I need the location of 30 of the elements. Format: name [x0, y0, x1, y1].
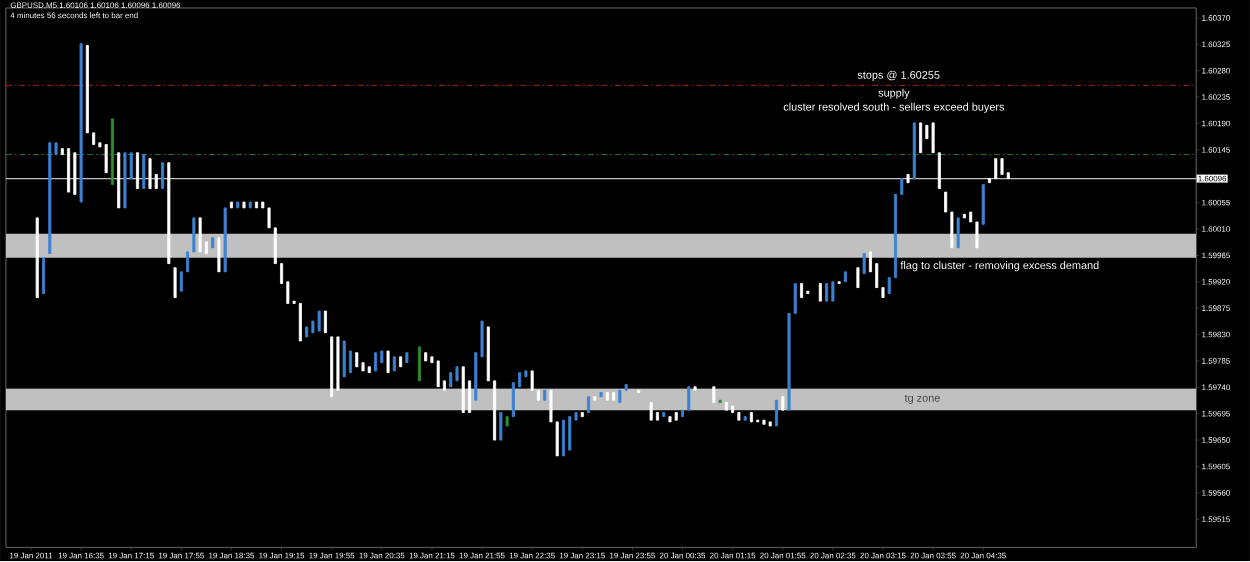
candlestick: [862, 253, 866, 275]
candlestick: [919, 122, 923, 154]
candlestick: [41, 257, 46, 295]
candlestick: [142, 154, 146, 190]
candlestick: [135, 152, 140, 190]
candlestick: [417, 346, 421, 382]
candlestick: [956, 217, 960, 249]
candlestick: [342, 340, 346, 378]
candlestick: [461, 366, 465, 414]
candlestick: [73, 152, 77, 196]
candlestick: [198, 217, 202, 253]
candlestick: [981, 184, 985, 226]
candlestick: [774, 400, 779, 427]
candlestick: [173, 267, 177, 299]
candlestick: [217, 237, 221, 273]
candlestick: [561, 420, 566, 457]
candlestick: [831, 281, 835, 302]
candlestick: [374, 352, 378, 372]
candlestick: [436, 360, 440, 388]
candlestick: [687, 386, 691, 411]
candlestick: [568, 416, 572, 451]
candlestick: [161, 162, 165, 190]
candlestick: [148, 158, 152, 190]
candlestick: [499, 412, 503, 441]
candlestick: [856, 267, 860, 289]
candlestick: [298, 303, 302, 342]
candlestick: [104, 144, 108, 174]
candlestick: [994, 158, 998, 180]
candlestick: [317, 311, 321, 332]
candlestick: [67, 148, 71, 193]
